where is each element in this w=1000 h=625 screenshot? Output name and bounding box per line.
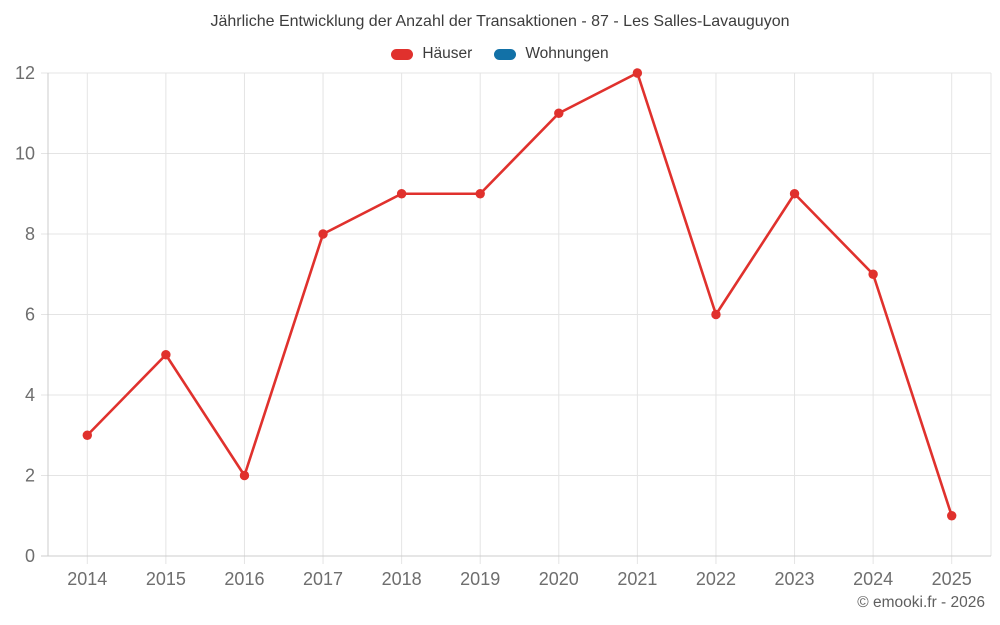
wohnungen-legend-swatch-icon — [494, 48, 517, 60]
x-tick-label: 2020 — [539, 569, 579, 589]
y-tick-label: 10 — [15, 144, 35, 164]
legend-item-hauser[interactable]: Häuser — [391, 45, 472, 63]
data-point — [789, 189, 800, 199]
x-tick-label: 2015 — [146, 569, 186, 589]
chart-title: Jährliche Entwicklung der Anzahl der Tra… — [210, 13, 790, 30]
data-point — [396, 189, 407, 199]
data-point — [868, 269, 878, 279]
legend-item-wohnungen[interactable]: Wohnungen — [494, 45, 609, 63]
y-tick-label: 0 — [25, 546, 35, 566]
y-tick-label: 4 — [25, 385, 35, 405]
x-tick-label: 2022 — [696, 569, 736, 589]
data-point — [475, 189, 485, 199]
y-tick-label: 6 — [25, 305, 35, 325]
x-tick-label: 2025 — [932, 569, 972, 589]
data-point — [711, 309, 721, 320]
chart-legend: Häuser Wohnungen — [0, 45, 1000, 63]
data-point — [239, 470, 250, 481]
data-point — [318, 229, 328, 239]
x-tick-label: 2023 — [775, 569, 815, 589]
legend-label-wohnungen: Wohnungen — [525, 45, 609, 62]
series-line-häuser — [85, 71, 954, 518]
data-point — [82, 430, 92, 440]
legend-label-hauser: Häuser — [422, 45, 473, 62]
data-point — [161, 350, 171, 360]
data-point — [632, 68, 643, 78]
copyright-text: © emooki.fr - 2026 — [857, 594, 985, 611]
hauser-legend-swatch-icon — [391, 48, 414, 60]
y-tick-label: 2 — [25, 466, 35, 486]
x-tick-label: 2021 — [617, 569, 657, 589]
x-tick-label: 2014 — [67, 569, 107, 589]
y-tick-label: 12 — [15, 63, 35, 83]
x-tick-label: 2018 — [382, 569, 422, 589]
x-tick-label: 2017 — [303, 569, 343, 589]
data-point — [554, 108, 564, 118]
y-tick-label: 8 — [25, 224, 35, 244]
x-tick-label: 2024 — [853, 569, 893, 589]
x-tick-label: 2019 — [460, 569, 500, 589]
x-tick-label: 2016 — [224, 569, 264, 589]
data-point — [947, 511, 957, 521]
